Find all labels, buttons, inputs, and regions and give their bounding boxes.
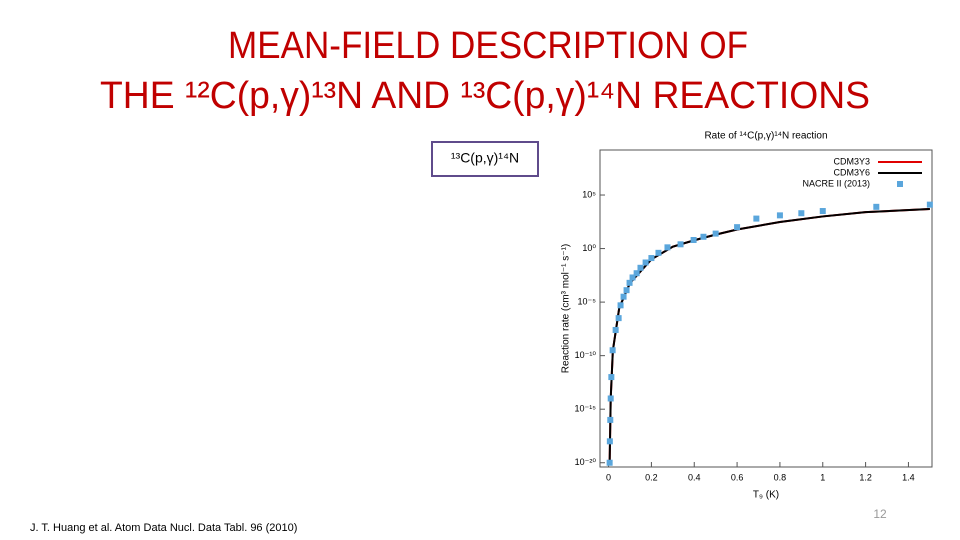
- legend-label: NACRE II (2013): [802, 178, 870, 188]
- data-point: [637, 264, 644, 271]
- y-axis-label: Reaction rate (cm³ mol⁻¹ s⁻¹): [561, 244, 572, 373]
- y-tick-label: 10⁰: [582, 243, 596, 253]
- data-point: [609, 347, 616, 354]
- data-point: [606, 438, 613, 445]
- data-point: [607, 416, 614, 423]
- data-point: [623, 287, 630, 294]
- title-line: THE ¹²C(p,γ)¹³N AND ¹³C(p,γ)¹⁴N REACTION…: [100, 75, 870, 117]
- citation: J. T. Huang et al. Atom Data Nucl. Data …: [30, 522, 297, 534]
- data-point: [798, 210, 805, 217]
- data-point: [776, 212, 783, 219]
- plot-frame: [599, 149, 933, 468]
- data-point: [620, 293, 627, 300]
- series-line: [608, 207, 930, 463]
- legend-label: CDM3Y6: [833, 167, 870, 177]
- legend-label: CDM3Y3: [833, 156, 870, 166]
- x-tick-label: 0.6: [731, 472, 744, 482]
- data-point: [617, 302, 624, 309]
- x-tick-label: 1: [820, 472, 825, 482]
- x-tick-label: 0.8: [774, 472, 787, 482]
- y-tick-label: 10⁻⁵: [578, 296, 597, 306]
- chart-title: Rate of ¹⁴C(p,γ)¹⁴N reaction: [704, 131, 827, 142]
- y-tick-label: 10⁻¹⁵: [575, 404, 597, 414]
- y-tick-label: 10⁻¹⁰: [575, 350, 597, 360]
- page-number: 12: [873, 507, 887, 521]
- data-point: [629, 274, 636, 281]
- data-point: [626, 279, 633, 286]
- label-box: [431, 141, 539, 177]
- data-point: [607, 395, 614, 402]
- data-point: [712, 230, 719, 237]
- title-line: MEAN-FIELD DESCRIPTION OF: [228, 25, 748, 67]
- series-line: [608, 207, 930, 463]
- x-axis-label: T₉ (K): [753, 490, 779, 501]
- x-tick-label: 0.2: [645, 472, 658, 482]
- data-point: [612, 326, 619, 333]
- data-point: [677, 241, 684, 248]
- legend-swatch: [897, 181, 903, 187]
- data-point: [655, 249, 662, 256]
- data-point: [926, 201, 933, 208]
- data-point: [615, 315, 622, 322]
- data-point: [606, 459, 613, 466]
- x-tick-label: 1.2: [859, 472, 872, 482]
- data-point: [873, 203, 880, 210]
- data-point: [664, 244, 671, 251]
- x-tick-label: 1.4: [902, 472, 915, 482]
- x-tick-label: 0: [606, 472, 611, 482]
- data-point: [633, 270, 640, 277]
- data-point: [700, 233, 707, 240]
- data-point: [753, 215, 760, 222]
- data-point: [819, 208, 826, 215]
- x-tick-label: 0.4: [688, 472, 701, 482]
- label-text: ¹³C(p,γ)¹⁴N: [451, 150, 519, 166]
- y-tick-label: 10⁵: [582, 189, 596, 199]
- data-point: [642, 259, 649, 266]
- y-tick-label: 10⁻²⁰: [575, 457, 597, 467]
- data-point: [608, 374, 615, 381]
- data-point: [690, 237, 697, 244]
- data-point: [648, 255, 655, 262]
- data-point: [734, 224, 741, 231]
